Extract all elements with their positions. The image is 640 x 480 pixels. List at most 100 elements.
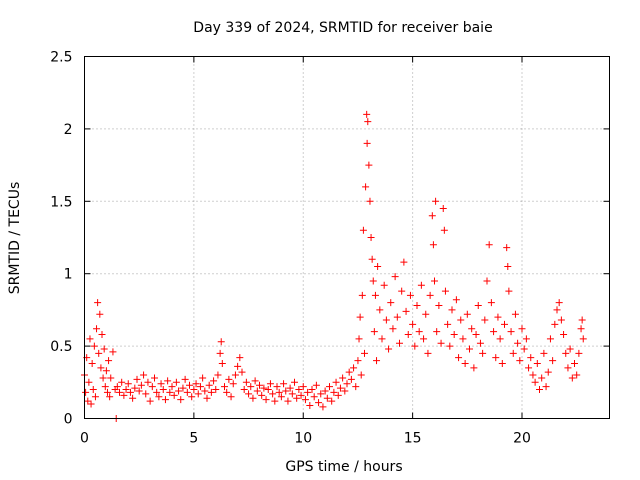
data-point xyxy=(231,371,239,379)
data-point xyxy=(511,310,519,318)
data-point xyxy=(301,396,309,404)
data-point xyxy=(417,281,425,289)
data-point xyxy=(93,325,101,333)
data-point xyxy=(373,357,381,365)
data-point xyxy=(341,387,349,395)
data-point xyxy=(332,378,340,386)
data-point xyxy=(496,335,504,343)
data-point xyxy=(472,331,480,339)
data-point xyxy=(441,287,449,295)
data-point xyxy=(103,388,111,396)
x-tick-label: 15 xyxy=(404,431,422,447)
data-point xyxy=(168,383,176,391)
data-point xyxy=(240,386,248,394)
data-point xyxy=(371,291,379,299)
data-point xyxy=(396,339,403,347)
data-point xyxy=(450,331,458,339)
data-point xyxy=(415,328,423,336)
data-point xyxy=(406,291,414,299)
data-point xyxy=(148,383,156,391)
data-point xyxy=(347,375,355,383)
data-point xyxy=(428,212,436,220)
data-point xyxy=(452,296,460,304)
data-point xyxy=(227,393,235,401)
data-point xyxy=(361,349,368,357)
data-point xyxy=(509,349,517,357)
data-point xyxy=(137,381,145,389)
data-point xyxy=(288,390,296,398)
data-point xyxy=(356,313,364,321)
data-point xyxy=(96,310,104,318)
data-point xyxy=(345,368,353,376)
data-point xyxy=(439,205,447,213)
data-point xyxy=(264,386,272,394)
data-point xyxy=(212,386,220,394)
data-point xyxy=(85,378,93,386)
data-point xyxy=(358,291,366,299)
data-point xyxy=(164,377,172,385)
data-point xyxy=(352,383,360,391)
data-point xyxy=(422,310,430,318)
data-point xyxy=(461,359,469,367)
data-point xyxy=(579,335,587,343)
data-point xyxy=(151,374,158,382)
data-point xyxy=(533,359,541,367)
data-point xyxy=(95,349,103,357)
data-point xyxy=(273,383,281,391)
data-point xyxy=(135,387,143,395)
y-tick-labels: 0 0.5 1 1.5 2 2.5 xyxy=(50,50,72,428)
data-point xyxy=(367,234,375,241)
data-point xyxy=(391,273,399,281)
data-point xyxy=(369,277,377,285)
data-point xyxy=(385,345,393,353)
data-point xyxy=(146,397,154,405)
data-point xyxy=(306,401,314,409)
data-point xyxy=(363,110,371,118)
data-point xyxy=(277,393,285,401)
data-point xyxy=(426,291,434,299)
data-point xyxy=(363,139,371,147)
data-point xyxy=(217,338,225,346)
data-point xyxy=(479,349,487,357)
data-point xyxy=(249,394,257,402)
data-point xyxy=(109,348,117,356)
data-point xyxy=(355,335,363,343)
data-point xyxy=(291,378,298,386)
data-point xyxy=(229,380,237,388)
data-point xyxy=(245,390,253,398)
data-point xyxy=(560,331,568,339)
data-point xyxy=(82,388,90,396)
data-point xyxy=(457,316,465,324)
data-point xyxy=(170,391,178,399)
data-point xyxy=(446,342,454,350)
data-point xyxy=(118,378,126,386)
data-point xyxy=(470,364,478,372)
data-point xyxy=(492,354,500,362)
data-point xyxy=(429,241,437,249)
data-point xyxy=(557,316,565,324)
data-point xyxy=(159,386,167,394)
data-point xyxy=(437,339,445,347)
data-point xyxy=(336,384,344,392)
data-point xyxy=(312,381,320,389)
data-point xyxy=(516,357,524,365)
data-point xyxy=(424,349,432,357)
y-tick-label: 0 xyxy=(64,412,73,428)
data-point xyxy=(538,374,546,382)
data-point xyxy=(94,299,102,307)
data-point xyxy=(326,383,333,391)
data-point xyxy=(293,394,301,402)
data-point xyxy=(98,331,106,339)
data-point xyxy=(487,299,495,307)
data-point xyxy=(106,393,114,401)
data-point xyxy=(238,368,246,376)
data-point xyxy=(210,377,218,385)
data-point xyxy=(223,388,231,396)
data-point xyxy=(251,377,259,385)
data-point xyxy=(266,380,274,388)
data-point xyxy=(205,381,213,389)
data-point xyxy=(122,386,130,394)
data-point xyxy=(89,386,97,394)
data-point xyxy=(389,325,397,333)
